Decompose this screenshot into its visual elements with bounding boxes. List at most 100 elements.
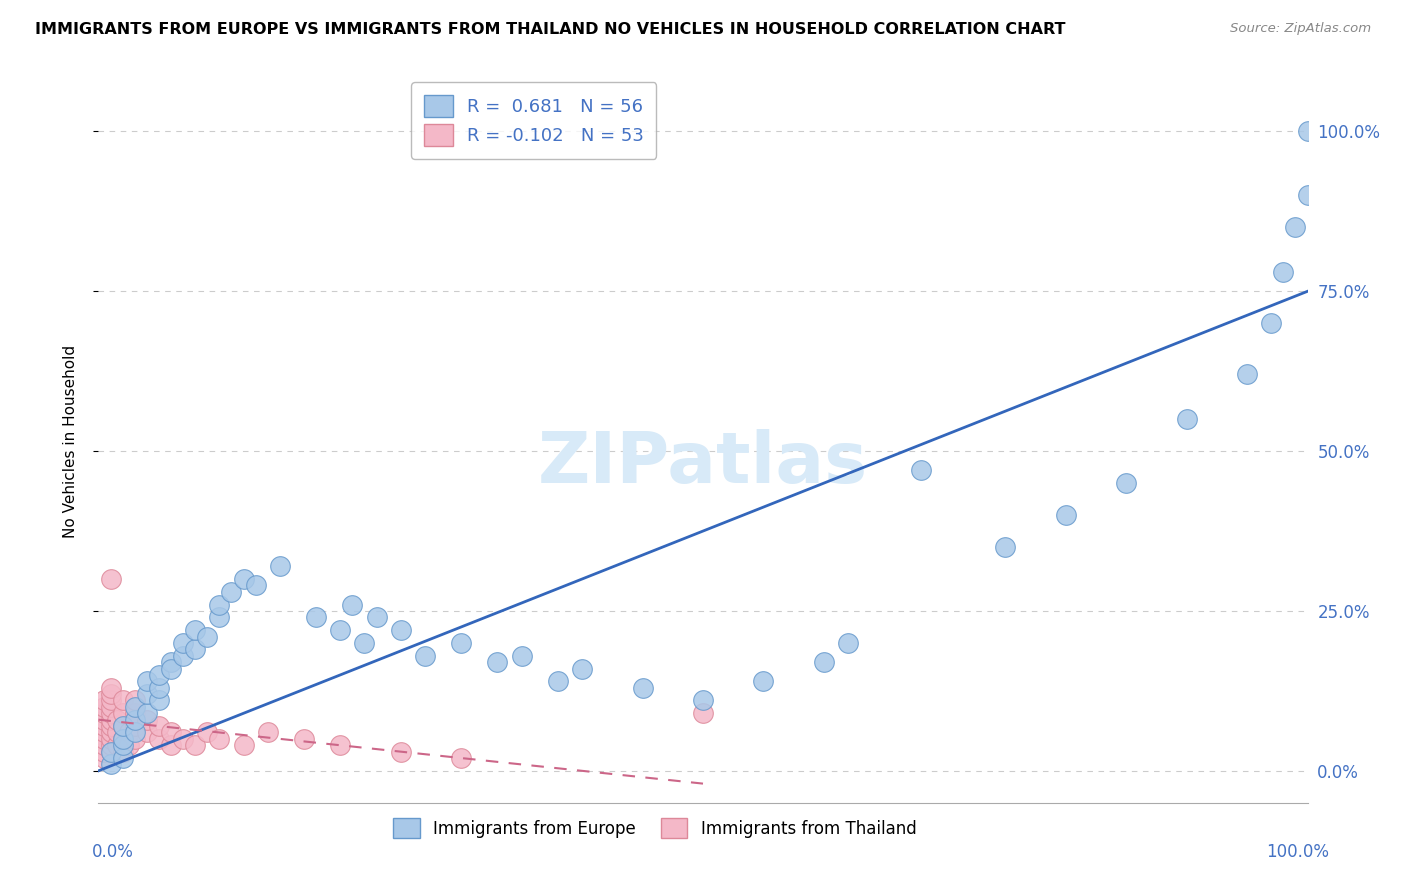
Point — [195, 725, 218, 739]
Point — [389, 745, 412, 759]
Point — [100, 738, 122, 752]
Point — [160, 725, 183, 739]
Point — [124, 693, 146, 707]
Point — [111, 731, 134, 746]
Point — [93, 706, 115, 721]
Point — [100, 757, 122, 772]
Point — [124, 706, 146, 721]
Point — [232, 738, 254, 752]
Point — [111, 731, 134, 746]
Point — [305, 610, 328, 624]
Point — [111, 719, 134, 733]
Point — [93, 751, 115, 765]
Point — [93, 738, 115, 752]
Point — [994, 540, 1017, 554]
Text: ZIPatlas: ZIPatlas — [538, 429, 868, 498]
Point — [450, 636, 472, 650]
Text: 100.0%: 100.0% — [1265, 843, 1329, 861]
Point — [124, 731, 146, 746]
Point — [111, 745, 134, 759]
Point — [118, 738, 141, 752]
Point — [160, 738, 183, 752]
Point — [124, 713, 146, 727]
Point — [195, 630, 218, 644]
Point — [208, 598, 231, 612]
Point — [292, 731, 315, 746]
Point — [111, 719, 134, 733]
Point — [389, 623, 412, 637]
Point — [1296, 188, 1319, 202]
Point — [124, 699, 146, 714]
Point — [148, 693, 170, 707]
Point — [353, 636, 375, 650]
Point — [148, 719, 170, 733]
Point — [135, 713, 157, 727]
Text: Source: ZipAtlas.com: Source: ZipAtlas.com — [1230, 22, 1371, 36]
Point — [100, 745, 122, 759]
Point — [269, 559, 291, 574]
Point — [1296, 124, 1319, 138]
Point — [342, 598, 364, 612]
Point — [100, 681, 122, 695]
Point — [93, 699, 115, 714]
Point — [111, 693, 134, 707]
Point — [366, 610, 388, 624]
Point — [813, 655, 835, 669]
Point — [1284, 220, 1306, 235]
Legend: Immigrants from Europe, Immigrants from Thailand: Immigrants from Europe, Immigrants from … — [387, 812, 924, 845]
Point — [100, 745, 122, 759]
Point — [100, 693, 122, 707]
Point — [910, 463, 932, 477]
Point — [510, 648, 533, 663]
Point — [486, 655, 509, 669]
Point — [93, 693, 115, 707]
Point — [208, 610, 231, 624]
Point — [148, 731, 170, 746]
Point — [547, 674, 569, 689]
Point — [118, 725, 141, 739]
Point — [631, 681, 654, 695]
Point — [221, 584, 243, 599]
Point — [100, 719, 122, 733]
Point — [692, 693, 714, 707]
Point — [1175, 412, 1198, 426]
Point — [232, 572, 254, 586]
Point — [837, 636, 859, 650]
Point — [1115, 476, 1137, 491]
Point — [160, 655, 183, 669]
Point — [135, 674, 157, 689]
Point — [148, 668, 170, 682]
Point — [111, 751, 134, 765]
Point — [208, 731, 231, 746]
Point — [184, 642, 207, 657]
Point — [100, 699, 122, 714]
Point — [100, 706, 122, 721]
Text: 0.0%: 0.0% — [91, 843, 134, 861]
Point — [93, 713, 115, 727]
Point — [329, 623, 352, 637]
Y-axis label: No Vehicles in Household: No Vehicles in Household — [63, 345, 77, 538]
Point — [124, 725, 146, 739]
Point — [124, 719, 146, 733]
Point — [105, 738, 128, 752]
Point — [172, 636, 194, 650]
Point — [135, 725, 157, 739]
Point — [111, 706, 134, 721]
Point — [105, 725, 128, 739]
Point — [184, 738, 207, 752]
Point — [172, 731, 194, 746]
Text: IMMIGRANTS FROM EUROPE VS IMMIGRANTS FROM THAILAND NO VEHICLES IN HOUSEHOLD CORR: IMMIGRANTS FROM EUROPE VS IMMIGRANTS FRO… — [35, 22, 1066, 37]
Point — [93, 725, 115, 739]
Point — [100, 572, 122, 586]
Point — [1260, 316, 1282, 330]
Point — [100, 725, 122, 739]
Point — [752, 674, 775, 689]
Point — [100, 687, 122, 701]
Point — [413, 648, 436, 663]
Point — [105, 713, 128, 727]
Point — [692, 706, 714, 721]
Point — [450, 751, 472, 765]
Point — [1054, 508, 1077, 522]
Point — [148, 681, 170, 695]
Point — [93, 719, 115, 733]
